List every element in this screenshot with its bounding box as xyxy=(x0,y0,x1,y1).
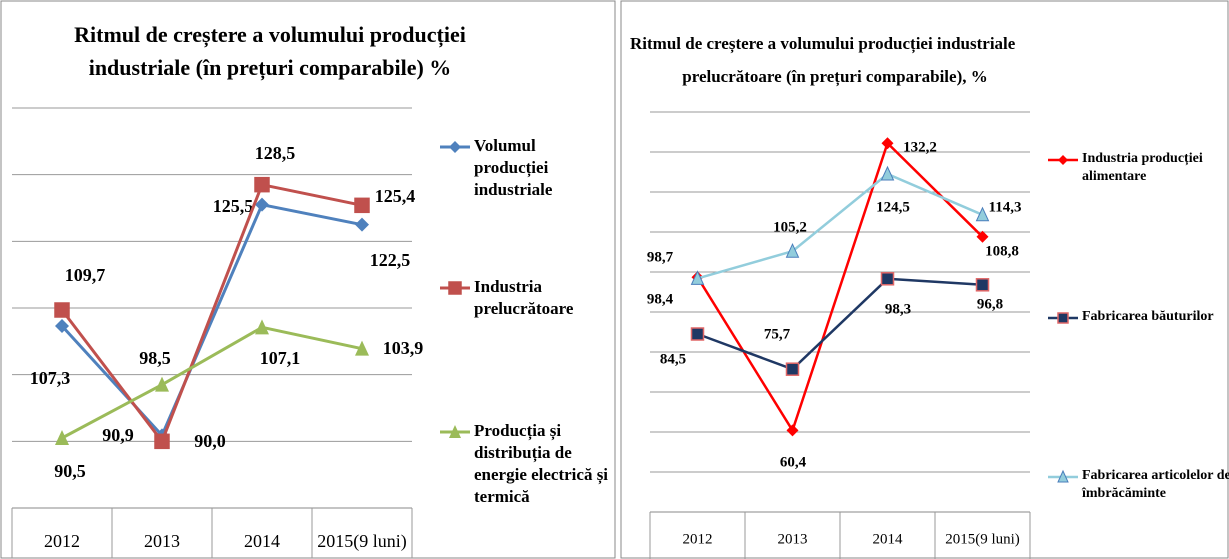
data-label: 128,5 xyxy=(255,143,296,163)
data-label: 103,9 xyxy=(383,338,424,358)
chart-title: industriale (în prețuri comparabile) % xyxy=(89,55,452,81)
data-label: 98,3 xyxy=(885,301,911,317)
chart-title: prelucrătoare (în prețuri comparabile), … xyxy=(682,67,987,87)
legend-label: Industria producției alimentare xyxy=(1082,151,1203,185)
data-label: 75,7 xyxy=(764,326,791,342)
x-tick-label: 2014 xyxy=(244,531,280,551)
data-label: 132,2 xyxy=(903,139,937,155)
marker xyxy=(355,340,369,356)
panel-border xyxy=(620,0,1229,559)
marker xyxy=(254,176,270,193)
legend-label: Volumul producției industriale xyxy=(474,136,553,200)
data-label: 60,4 xyxy=(780,454,807,470)
x-tick-label: 2012 xyxy=(683,531,713,547)
legend-label: Producția și distribuția de energie elec… xyxy=(474,421,609,507)
legend-label: Fabricarea articolelor de îmbrăcăminte xyxy=(1082,468,1229,502)
series-line xyxy=(697,172,983,280)
marker xyxy=(690,327,705,341)
data-label: 122,5 xyxy=(370,250,411,270)
marker xyxy=(880,272,895,286)
data-label: 90,9 xyxy=(102,425,134,445)
marker xyxy=(54,302,70,318)
x-tick-label: 2012 xyxy=(44,531,80,551)
data-label: 98,7 xyxy=(647,249,674,265)
series-line xyxy=(60,202,363,439)
data-label: 98,5 xyxy=(139,348,171,368)
data-label: 90,0 xyxy=(194,431,226,451)
data-label: 114,3 xyxy=(989,199,1022,215)
data-label: 96,8 xyxy=(977,296,1003,312)
marker xyxy=(448,281,462,295)
data-label: 98,4 xyxy=(647,291,674,307)
data-label: 90,5 xyxy=(54,461,86,481)
x-tick-label: 2013 xyxy=(144,531,180,551)
data-label: 107,3 xyxy=(30,368,71,388)
marker xyxy=(55,430,69,445)
marker xyxy=(786,424,799,437)
marker xyxy=(1058,155,1068,165)
x-tick-label: 2015(9 luni) xyxy=(317,531,407,552)
data-label: 125,5 xyxy=(213,196,254,216)
x-tick-label: 2013 xyxy=(778,531,808,547)
marker xyxy=(975,278,990,292)
data-label: 107,1 xyxy=(260,348,301,368)
marker xyxy=(449,141,461,153)
panel-border xyxy=(0,0,616,559)
marker xyxy=(155,376,169,392)
chart-title: Ritmul de creștere a volumului producție… xyxy=(630,34,1016,54)
chart-title: Ritmul de creștere a volumului producție… xyxy=(74,22,466,48)
data-label: 124,5 xyxy=(876,199,910,215)
marker xyxy=(785,362,800,376)
data-label: 105,2 xyxy=(773,219,807,235)
data-label: 108,8 xyxy=(985,243,1019,259)
data-label: 125,4 xyxy=(375,186,416,206)
marker xyxy=(154,433,170,450)
x-tick-label: 2014 xyxy=(873,531,904,547)
marker xyxy=(785,243,800,258)
marker xyxy=(975,206,990,222)
series-line xyxy=(697,277,983,371)
marker xyxy=(255,319,269,335)
legend-label: Industria prelucrătoare xyxy=(474,277,574,319)
marker xyxy=(55,319,69,333)
x-tick-label: 2015(9 luni) xyxy=(945,531,1020,547)
series-line xyxy=(60,182,363,445)
marker xyxy=(976,230,989,243)
marker xyxy=(355,217,369,232)
marker xyxy=(690,270,705,285)
series-line xyxy=(61,325,363,440)
data-label: 84,5 xyxy=(660,351,686,367)
data-label: 109,7 xyxy=(65,265,106,285)
marker xyxy=(881,137,894,150)
marker xyxy=(255,197,269,212)
series-line xyxy=(696,140,984,434)
marker xyxy=(449,425,461,438)
marker xyxy=(354,197,370,214)
marker xyxy=(880,165,895,181)
marker xyxy=(1057,469,1069,483)
legend-label: Fabricarea băuturilor xyxy=(1082,309,1214,325)
marker xyxy=(1057,312,1069,324)
